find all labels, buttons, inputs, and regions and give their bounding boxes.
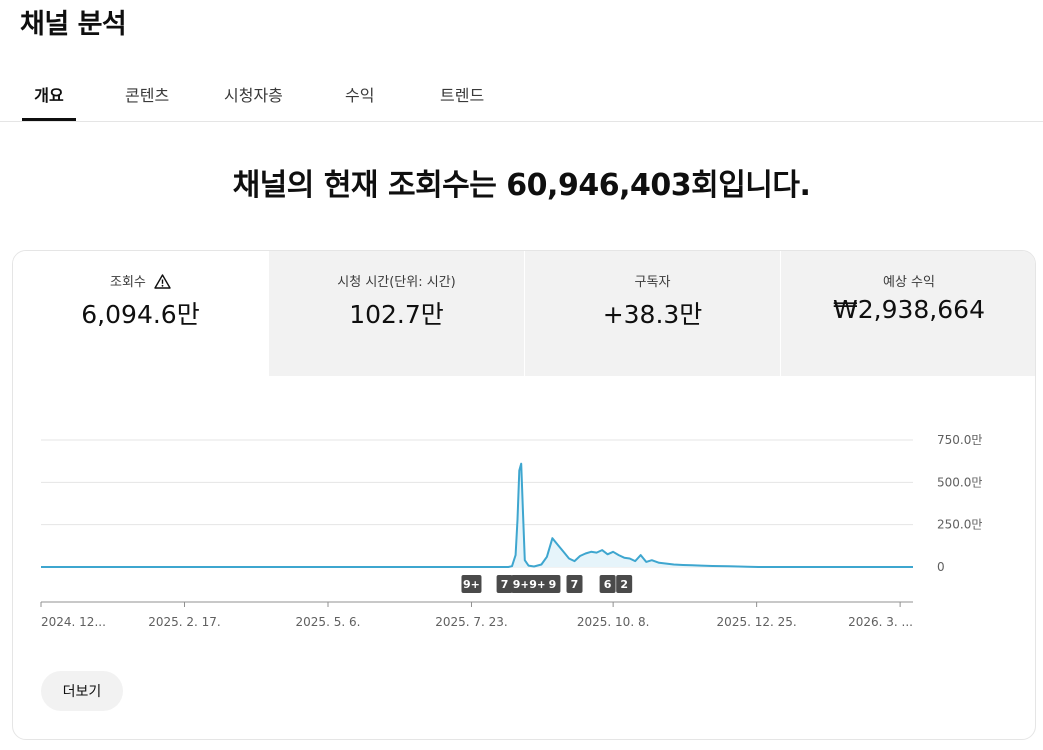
metric-subscribers-value: +38.3만 — [602, 300, 703, 329]
metric-subscribers-label: 구독자 — [634, 275, 671, 290]
timeline-marker-label: 9+ — [513, 578, 530, 591]
timeline-marker-badge — [511, 575, 532, 593]
tab-revenue[interactable]: 수익 — [345, 86, 375, 105]
timeline-marker-badge — [544, 575, 561, 593]
tab-overview[interactable]: 개요 — [22, 82, 76, 121]
y-tick-label: 0 — [937, 560, 945, 574]
timeline-marker-badge — [461, 575, 482, 593]
y-tick-label: 750.0만 — [937, 433, 982, 447]
x-tick-label: 2026. 3. ... — [848, 615, 913, 629]
y-tick-label: 500.0만 — [937, 475, 982, 489]
metric-revenue[interactable]: 예상 수익 ₩2,938,664 — [780, 251, 1035, 376]
metric-watch-time-value: 102.7만 — [349, 300, 444, 329]
analytics-card: 조회수 6,094.6만 시청 시간(단위: 시간) 102.7만 구독자 +3… — [12, 250, 1036, 740]
x-tick-label: 2024. 12... — [41, 615, 106, 629]
timeline-marker-label: 7 — [571, 578, 579, 591]
y-tick-label: 250.0만 — [937, 518, 982, 532]
metric-revenue-label: 예상 수익 — [883, 275, 935, 290]
metric-watch-time[interactable]: 시청 시간(단위: 시간) 102.7만 — [268, 251, 524, 376]
x-tick-label: 2025. 12. 25. — [717, 615, 797, 629]
metric-subscribers[interactable]: 구독자 +38.3만 — [524, 251, 780, 376]
x-tick-label: 2025. 10. 8. — [577, 615, 650, 629]
metric-revenue-value: ₩2,938,664 — [833, 295, 985, 324]
tab-bar: 개요 콘텐츠 시청자층 수익 트렌드 — [0, 70, 1043, 122]
timeline-marker-label: 2 — [620, 578, 628, 591]
timeline-marker-label: 9 — [549, 578, 557, 591]
series-line — [41, 462, 913, 568]
x-tick-label: 2025. 2. 17. — [148, 615, 221, 629]
metric-views-label: 조회수 — [109, 275, 146, 290]
views-chart: 750.0만 500.0만 250.0만 0 9+ 7 9+ 9+ 9 7 6 2 2024. 12..… — [13, 376, 1035, 646]
timeline-marker-badge — [599, 575, 616, 593]
metric-watch-time-label: 시청 시간(단위: 시간) — [337, 275, 456, 290]
series-area — [41, 463, 913, 567]
metric-views[interactable]: 조회수 6,094.6만 — [13, 251, 268, 376]
total-views-headline: 채널의 현재 조회수는 60,946,403회입니다. — [232, 168, 811, 203]
timeline-marker-label: 9+ — [529, 578, 546, 591]
x-tick-label: 2025. 5. 6. — [296, 615, 361, 629]
timeline-marker-badge — [566, 575, 583, 593]
tab-trends[interactable]: 트렌드 — [440, 86, 485, 105]
tab-audience[interactable]: 시청자층 — [224, 86, 283, 105]
tab-content[interactable]: 콘텐츠 — [125, 86, 170, 105]
warning-icon[interactable] — [154, 274, 171, 293]
timeline-marker-badge — [496, 575, 513, 593]
timeline-marker-label: 9+ — [463, 578, 480, 591]
timeline-marker-badge — [527, 575, 548, 593]
metric-views-value: 6,094.6만 — [81, 300, 200, 329]
timeline-marker-label: 6 — [604, 578, 612, 591]
metric-tabs: 조회수 6,094.6만 시청 시간(단위: 시간) 102.7만 구독자 +3… — [13, 251, 1035, 376]
timeline-marker-badge — [616, 575, 633, 593]
page-title: 채널 분석 — [20, 9, 127, 40]
timeline-marker-label: 7 — [501, 578, 509, 591]
more-button[interactable]: 더보기 — [41, 671, 123, 711]
x-tick-label: 2025. 7. 23. — [435, 615, 508, 629]
